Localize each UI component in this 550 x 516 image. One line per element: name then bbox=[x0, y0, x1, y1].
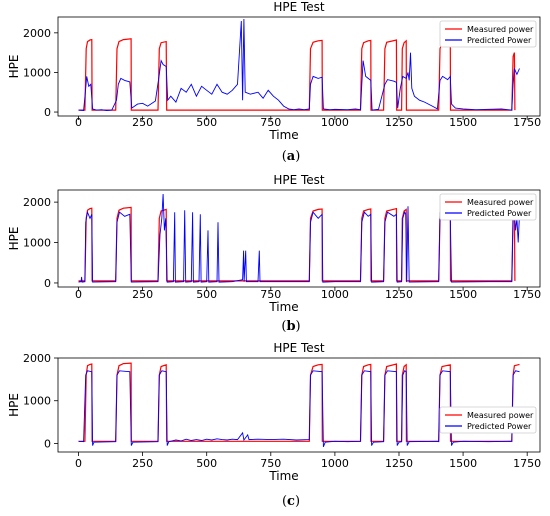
legend-label: Predicted Power bbox=[467, 422, 532, 431]
panel-caption: (c) bbox=[282, 494, 300, 509]
legend: Measured power Predicted Power bbox=[439, 20, 537, 48]
y-tick-label: 2000 bbox=[23, 196, 51, 209]
y-axis-label: HPE bbox=[7, 55, 21, 79]
legend: Measured power Predicted Power bbox=[439, 406, 537, 434]
chart-panel-b: HPE Test 0 250 500 750 1000 1250 1500 1750 0 1000 2… bbox=[7, 173, 541, 334]
series-line-predicted bbox=[78, 193, 520, 283]
panel-caption: (a) bbox=[282, 149, 301, 164]
chart-title: HPE Test bbox=[273, 341, 325, 355]
legend: Measured power Predicted Power bbox=[439, 193, 537, 221]
y-tick-label: 1000 bbox=[23, 395, 51, 408]
x-tick-label: 750 bbox=[260, 457, 281, 470]
y-tick-label: 1000 bbox=[23, 66, 51, 79]
x-tick-label: 1500 bbox=[449, 457, 477, 470]
x-tick-label: 250 bbox=[132, 457, 153, 470]
x-tick-label: 500 bbox=[196, 288, 217, 301]
x-tick-label: 0 bbox=[75, 116, 82, 129]
x-axis-label: Time bbox=[268, 469, 298, 483]
x-axis-label: Time bbox=[268, 300, 298, 314]
series-line-predicted bbox=[78, 370, 520, 448]
series-line-measured bbox=[78, 38, 516, 111]
y-tick-label: 0 bbox=[44, 277, 51, 290]
x-tick-label: 500 bbox=[196, 457, 217, 470]
x-axis-label: Time bbox=[268, 128, 298, 142]
x-tick-label: 250 bbox=[132, 288, 153, 301]
x-tick-label: 1500 bbox=[449, 116, 477, 129]
chart-title: HPE Test bbox=[273, 0, 325, 14]
x-tick-label: 1500 bbox=[449, 288, 477, 301]
y-tick-label: 0 bbox=[44, 437, 51, 450]
x-tick-label: 500 bbox=[196, 116, 217, 129]
x-tick-label: 750 bbox=[260, 288, 281, 301]
legend-label: Measured power bbox=[467, 198, 534, 207]
x-tick-label: 1250 bbox=[385, 457, 413, 470]
x-tick-label: 0 bbox=[75, 457, 82, 470]
x-tick-label: 1750 bbox=[513, 457, 541, 470]
y-axis-label: HPE bbox=[7, 227, 21, 251]
x-tick-label: 250 bbox=[132, 116, 153, 129]
y-axis-label: HPE bbox=[7, 393, 21, 417]
y-tick-label: 0 bbox=[44, 106, 51, 119]
chart-panel-c: HPE Test 0 250 500 750 1000 1250 1500 1750 0 1000 2… bbox=[7, 341, 541, 509]
chart-title: HPE Test bbox=[273, 173, 325, 187]
x-tick-label: 1000 bbox=[321, 457, 349, 470]
x-tick-label: 0 bbox=[75, 288, 82, 301]
legend-label: Measured power bbox=[467, 25, 534, 34]
chart-panel-a: HPE Test 0 250 500 750 1000 1250 1500 1750 0 1000 2… bbox=[7, 0, 541, 164]
x-tick-label: 1750 bbox=[513, 288, 541, 301]
y-tick-label: 2000 bbox=[23, 352, 51, 365]
x-tick-label: 1000 bbox=[321, 116, 349, 129]
legend-label: Predicted Power bbox=[467, 36, 532, 45]
x-tick-label: 1750 bbox=[513, 116, 541, 129]
x-tick-label: 1250 bbox=[385, 116, 413, 129]
plot-frame bbox=[57, 357, 541, 453]
y-tick-label: 1000 bbox=[23, 237, 51, 250]
plot-frame bbox=[57, 189, 541, 288]
panel-caption: (b) bbox=[281, 319, 300, 334]
x-tick-label: 1000 bbox=[321, 288, 349, 301]
plot-frame bbox=[57, 16, 541, 117]
series-line-predicted bbox=[78, 18, 520, 111]
legend-label: Measured power bbox=[467, 411, 534, 420]
legend-label: Predicted Power bbox=[467, 209, 532, 218]
x-tick-label: 750 bbox=[260, 116, 281, 129]
y-tick-label: 2000 bbox=[23, 27, 51, 40]
x-tick-label: 1250 bbox=[385, 288, 413, 301]
